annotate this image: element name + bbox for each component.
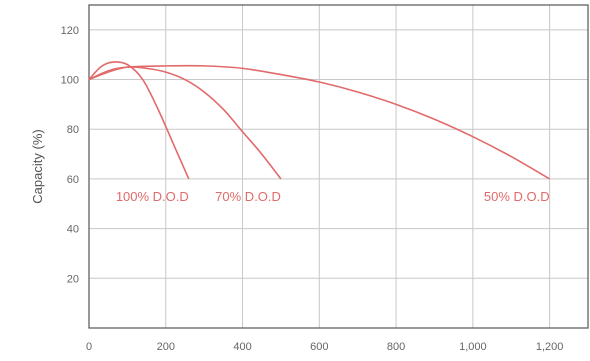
gridlines bbox=[89, 5, 588, 328]
x-tick-label: 400 bbox=[233, 341, 251, 353]
series-lines bbox=[88, 61, 551, 180]
y-tick-label: 40 bbox=[67, 224, 79, 236]
x-tick-label: 0 bbox=[86, 341, 92, 353]
x-tick-label: 1,000 bbox=[459, 341, 487, 353]
series-label-50-d-o-d: 50% D.O.D bbox=[484, 189, 550, 204]
y-tick-label: 100 bbox=[61, 75, 79, 87]
series-labels: 100% D.O.D 70% D.O.D 50% D.O.D bbox=[116, 189, 550, 204]
series-line-100-d-o-d bbox=[88, 61, 190, 180]
x-axis-ticks: 0 200 400 600 800 1,000 1,200 bbox=[86, 341, 563, 353]
series-line-50-d-o-d bbox=[88, 64, 551, 180]
y-axis-ticks: 20 40 60 80 100 120 bbox=[61, 25, 79, 285]
y-tick-label: 60 bbox=[67, 174, 79, 186]
y-axis-title: Capacity (%) bbox=[30, 129, 45, 203]
series-label-100-d-o-d: 100% D.O.D bbox=[116, 189, 189, 204]
x-tick-label: 600 bbox=[310, 341, 328, 353]
x-tick-label: 200 bbox=[157, 341, 175, 353]
plot-frame bbox=[88, 4, 589, 329]
series-line-70-d-o-d bbox=[88, 66, 282, 180]
x-tick-label: 1,200 bbox=[536, 341, 564, 353]
y-tick-label: 80 bbox=[67, 124, 79, 136]
series-label-70-d-o-d: 70% D.O.D bbox=[215, 189, 281, 204]
x-tick-label: 800 bbox=[387, 341, 405, 353]
y-tick-label: 120 bbox=[61, 25, 79, 37]
y-tick-label: 20 bbox=[67, 273, 79, 285]
